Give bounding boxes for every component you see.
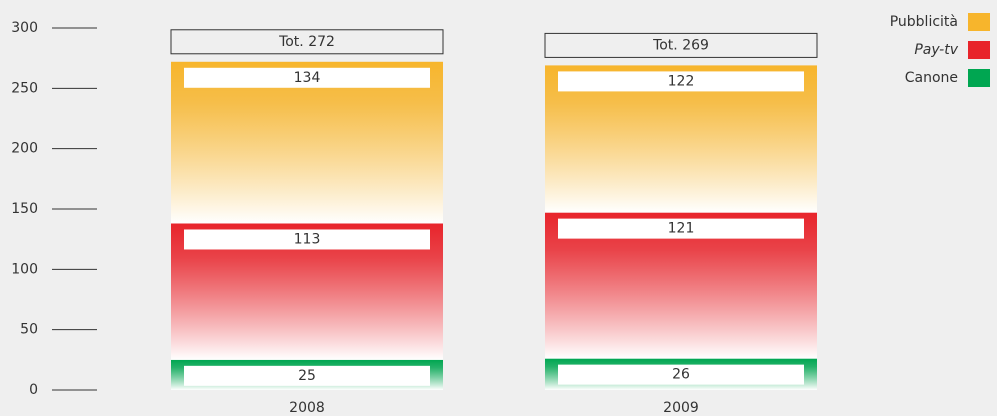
legend-label: Canone <box>905 70 958 86</box>
legend-label: Pubblicità <box>890 14 958 30</box>
y-tick-label: 150 <box>11 201 38 217</box>
total-box <box>544 32 818 58</box>
legend-swatch <box>968 13 990 31</box>
value-label: 26 <box>672 367 690 383</box>
legend-swatch <box>968 41 990 59</box>
value-label: 113 <box>294 231 321 247</box>
value-label-box <box>184 67 430 88</box>
total-box <box>170 29 444 55</box>
y-tick-label: 100 <box>11 261 38 277</box>
value-label: 25 <box>298 368 316 384</box>
legend-label: Pay-tv <box>914 42 958 58</box>
total-label: Tot. 272 <box>278 34 335 50</box>
value-label-box <box>184 365 430 386</box>
value-label: 122 <box>668 73 695 89</box>
value-label: 121 <box>668 221 695 237</box>
value-label-box <box>558 71 804 92</box>
y-tick-label: 0 <box>29 382 38 398</box>
x-tick-label: 2008 <box>289 400 325 416</box>
value-label-box <box>184 229 430 250</box>
legend-swatch <box>968 69 990 87</box>
value-label: 134 <box>294 70 321 86</box>
y-tick-label: 250 <box>11 80 38 96</box>
y-tick-label: 300 <box>11 20 38 36</box>
y-tick-label: 50 <box>20 322 38 338</box>
total-label: Tot. 269 <box>652 37 709 53</box>
value-label-box <box>558 218 804 239</box>
x-tick-label: 2009 <box>663 400 699 416</box>
y-tick-label: 200 <box>11 141 38 157</box>
bar-segment <box>171 61 443 224</box>
value-label-box <box>558 364 804 385</box>
